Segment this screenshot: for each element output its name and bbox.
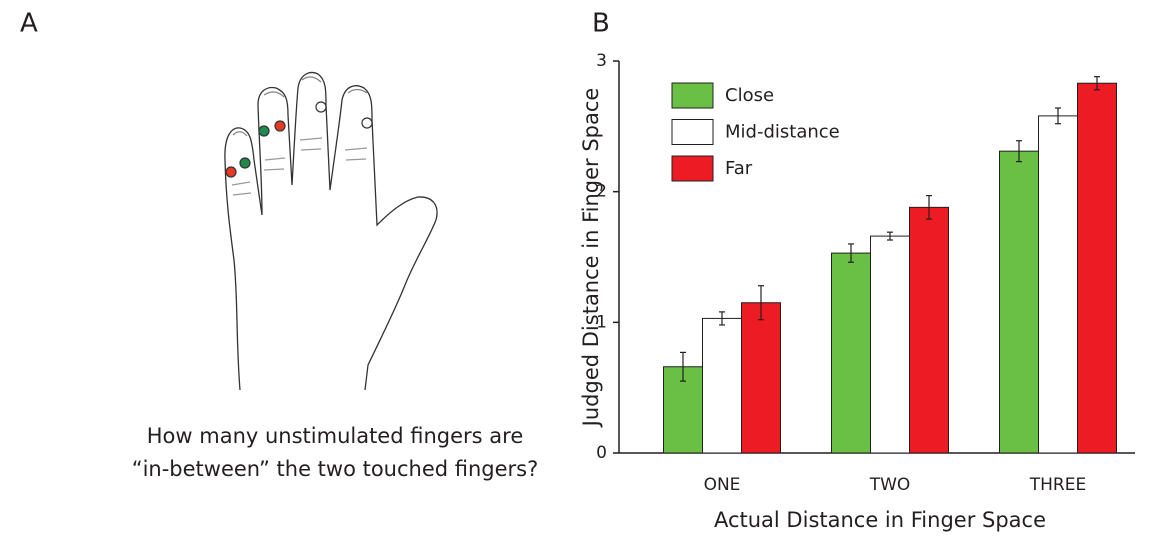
bar [910, 207, 949, 453]
legend-swatch [672, 156, 713, 181]
y-tick-label: 0 [596, 443, 607, 463]
legend-label: Mid-distance [725, 122, 840, 143]
y-tick-label: 3 [596, 51, 607, 71]
touch-markers [226, 102, 372, 177]
touch-dot [362, 118, 372, 128]
x-tick-label: ONE [704, 475, 741, 495]
bar [1078, 83, 1117, 453]
figure: A B How many unstimulated fingers are “i… [0, 0, 1150, 539]
bar [742, 303, 781, 453]
x-axis-label: Actual Distance in Finger Space [714, 508, 1046, 532]
caption: “in-between” the two touched fingers? [132, 457, 539, 481]
touch-dot [275, 121, 285, 131]
bar [703, 318, 742, 453]
panel-label: A [20, 9, 38, 39]
legend-swatch [672, 83, 713, 108]
x-tick-label: THREE [1029, 475, 1086, 495]
touch-dot [226, 167, 236, 177]
hand-drawing [225, 73, 437, 390]
bar [832, 253, 871, 453]
legend-label: Far [725, 158, 753, 179]
legend-label: Close [725, 85, 774, 106]
bar [1000, 151, 1039, 453]
x-tick-label: TWO [869, 475, 911, 495]
legend-swatch [672, 120, 713, 145]
bar [1039, 116, 1078, 453]
touch-dot [259, 126, 269, 136]
bar [871, 236, 910, 453]
caption: How many unstimulated fingers are [147, 424, 523, 448]
y-axis-label: Judged Distance in Finger Space [579, 88, 603, 429]
panel-label: B [592, 9, 610, 39]
touch-dot [240, 158, 250, 168]
touch-dot [316, 102, 326, 112]
